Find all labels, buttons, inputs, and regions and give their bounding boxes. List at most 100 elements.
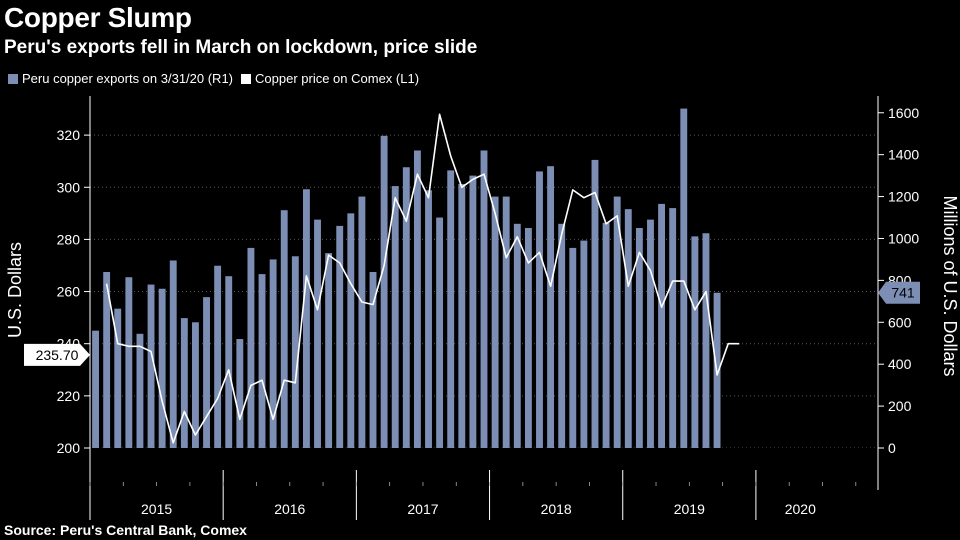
- bar-exports: [180, 318, 188, 448]
- bar-exports: [402, 167, 410, 448]
- bar-exports: [624, 209, 632, 448]
- bar-exports: [413, 150, 421, 448]
- left-callout-box: [24, 343, 90, 366]
- bar-exports: [458, 184, 466, 448]
- bar-exports: [436, 217, 444, 448]
- right-tick-label: 1400: [888, 147, 919, 163]
- left-tick-label: 260: [57, 284, 81, 300]
- bar-exports: [580, 240, 588, 448]
- x-tick-label-2017: 2017: [407, 501, 438, 517]
- bar-exports: [347, 213, 355, 448]
- line-series-price: [105, 113, 740, 444]
- bar-exports: [680, 108, 688, 449]
- source-note: Source: Peru's Central Bank, Comex: [4, 522, 247, 538]
- right-tick-label: 1200: [888, 189, 919, 205]
- bar-exports: [447, 170, 455, 448]
- bar-exports: [547, 166, 555, 448]
- bar-exports: [425, 190, 432, 449]
- bar-exports: [569, 247, 577, 448]
- bar-exports: [236, 339, 244, 448]
- bar-exports: [92, 330, 99, 448]
- bar-exports: [380, 135, 388, 449]
- left-tick-label: 220: [57, 388, 81, 404]
- bar-exports: [536, 171, 543, 448]
- right-tick-label: 200: [888, 398, 912, 414]
- x-tick-label-2020: 2020: [785, 501, 816, 517]
- x-tick-label-2016: 2016: [274, 501, 305, 517]
- bar-exports: [524, 228, 532, 448]
- left-tick-label: 200: [57, 440, 81, 456]
- right-last-value-callout: 741: [878, 281, 920, 304]
- bar-exports: [469, 175, 477, 448]
- right-tick-label: 400: [888, 356, 912, 372]
- right-tick-label: 0: [888, 440, 896, 456]
- bar-exports: [225, 276, 233, 448]
- bar-exports: [191, 322, 199, 448]
- bar-exports: [314, 219, 321, 448]
- left-callout-text: 235.70: [36, 347, 79, 363]
- bar-exports: [602, 222, 610, 448]
- right-tick-label: 1000: [888, 230, 919, 246]
- bar-exports: [635, 228, 643, 448]
- bar-exports: [214, 265, 222, 448]
- bar-exports: [502, 196, 510, 448]
- legend-label-exports: Peru copper exports on 3/31/20 (R1): [22, 71, 234, 86]
- right-tick-label: 600: [888, 314, 912, 330]
- bar-exports: [280, 210, 288, 448]
- x-tick-label-2018: 2018: [541, 501, 572, 517]
- bar-exports: [513, 223, 521, 448]
- bar-exports: [258, 274, 266, 448]
- bar-baseline: [90, 448, 878, 452]
- bar-exports: [336, 225, 344, 448]
- bar-exports: [125, 277, 133, 448]
- line-price: [105, 113, 740, 444]
- right-callout-text: 741: [891, 285, 915, 301]
- bar-exports: [147, 284, 155, 448]
- legend: Peru copper exports on 3/31/20 (R1) Copp…: [8, 71, 427, 86]
- bar-exports: [325, 253, 333, 448]
- bar-exports: [169, 260, 177, 448]
- bar-exports: [291, 256, 299, 448]
- right-tick-label: 1600: [888, 105, 919, 121]
- bar-exports: [358, 196, 366, 448]
- left-tick-label: 320: [57, 127, 81, 143]
- legend-item-exports: Peru copper exports on 3/31/20 (R1): [8, 71, 233, 86]
- legend-label-price: Copper price on Comex (L1): [255, 71, 420, 86]
- x-tick-label-2015: 2015: [141, 501, 172, 517]
- bar-exports: [203, 297, 210, 448]
- bar-exports: [558, 223, 566, 448]
- bar-exports: [480, 150, 488, 448]
- bar-exports: [103, 272, 111, 448]
- legend-swatch-price: [241, 73, 252, 84]
- bar-exports: [691, 236, 699, 448]
- x-tick-label-2019: 2019: [674, 501, 705, 517]
- bar-exports: [702, 233, 710, 448]
- bar-exports: [658, 203, 666, 448]
- left-tick-label: 280: [57, 231, 81, 247]
- bar-exports: [302, 189, 310, 448]
- bar-series-exports: [90, 108, 878, 452]
- chart-title: Copper Slump: [4, 2, 192, 33]
- bar-exports: [269, 259, 277, 448]
- chart-subtitle: Peru's exports fell in March on lockdown…: [4, 37, 478, 58]
- bar-exports: [491, 196, 499, 448]
- bar-exports: [369, 272, 377, 448]
- bar-exports: [158, 288, 166, 448]
- bar-exports: [114, 308, 122, 448]
- bar-exports: [647, 219, 654, 448]
- left-last-value-callout: 235.70: [24, 343, 90, 366]
- left-axis-title: U.S. Dollars: [5, 242, 25, 338]
- bar-exports: [613, 196, 621, 448]
- bar-exports: [247, 247, 255, 448]
- bar-exports: [136, 333, 144, 448]
- left-tick-label: 300: [57, 179, 81, 195]
- bar-exports: [591, 159, 599, 448]
- bar-exports: [669, 208, 677, 448]
- legend-item-price: Copper price on Comex (L1): [241, 71, 419, 86]
- bar-exports: [391, 186, 399, 448]
- legend-swatch-exports: [8, 73, 18, 84]
- right-callout-box: [878, 281, 920, 304]
- right-axis-title: Millions of U.S. Dollars: [940, 195, 960, 376]
